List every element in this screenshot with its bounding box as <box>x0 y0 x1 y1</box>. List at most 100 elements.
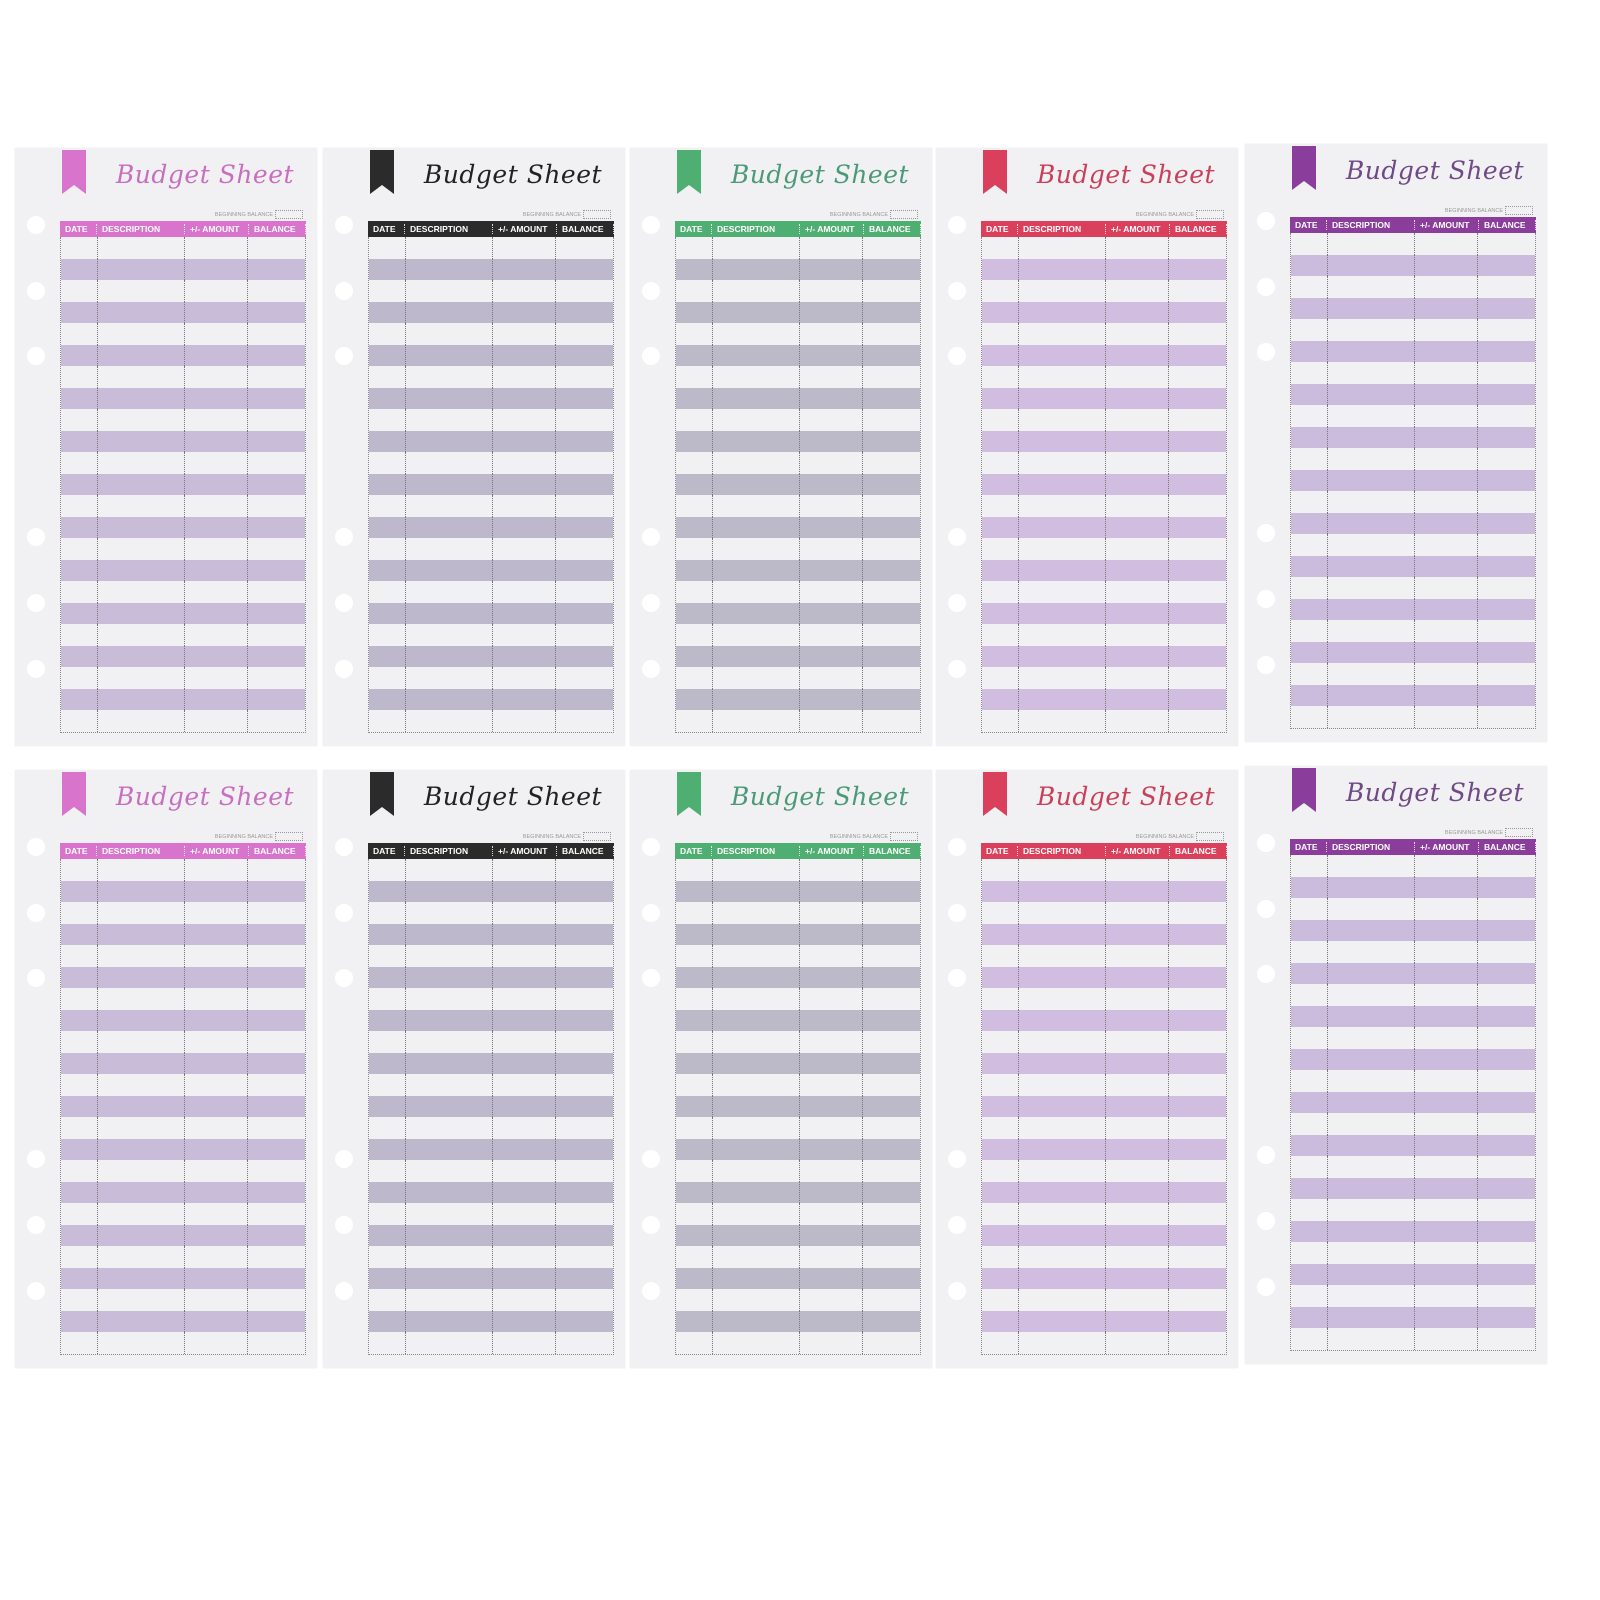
table-cell[interactable] <box>1291 941 1328 963</box>
table-cell[interactable] <box>800 1310 864 1332</box>
table-cell[interactable] <box>982 1246 1019 1268</box>
table-cell[interactable] <box>1106 258 1170 280</box>
table-cell[interactable] <box>185 258 249 280</box>
table-cell[interactable] <box>713 452 800 474</box>
table-cell[interactable] <box>98 1203 185 1225</box>
table-cell[interactable] <box>982 559 1019 581</box>
table-cell[interactable] <box>1106 409 1170 431</box>
table-cell[interactable] <box>1328 1027 1415 1049</box>
table-cell[interactable] <box>1415 663 1479 685</box>
table-cell[interactable] <box>713 1052 800 1074</box>
table-cell[interactable] <box>800 1181 864 1203</box>
table-cell[interactable] <box>800 258 864 280</box>
table-cell[interactable] <box>676 688 713 710</box>
table-cell[interactable] <box>556 1160 613 1182</box>
table-cell[interactable] <box>369 859 406 881</box>
table-cell[interactable] <box>676 1310 713 1332</box>
table-cell[interactable] <box>556 474 613 496</box>
table-cell[interactable] <box>493 258 557 280</box>
table-cell[interactable] <box>1328 405 1415 427</box>
table-cell[interactable] <box>185 667 249 689</box>
table-cell[interactable] <box>676 1117 713 1139</box>
table-cell[interactable] <box>676 1224 713 1246</box>
table-cell[interactable] <box>863 1246 920 1268</box>
table-cell[interactable] <box>1415 405 1479 427</box>
table-cell[interactable] <box>1328 1070 1415 1092</box>
table-cell[interactable] <box>1415 233 1479 255</box>
table-cell[interactable] <box>406 581 493 603</box>
table-cell[interactable] <box>61 516 98 538</box>
table-cell[interactable] <box>369 538 406 560</box>
table-cell[interactable] <box>1019 859 1106 881</box>
table-cell[interactable] <box>1291 1070 1328 1092</box>
table-cell[interactable] <box>185 301 249 323</box>
table-cell[interactable] <box>406 258 493 280</box>
table-cell[interactable] <box>1478 577 1535 599</box>
table-cell[interactable] <box>369 667 406 689</box>
table-cell[interactable] <box>369 409 406 431</box>
table-cell[interactable] <box>61 1160 98 1182</box>
table-cell[interactable] <box>185 1031 249 1053</box>
table-cell[interactable] <box>800 1267 864 1289</box>
table-cell[interactable] <box>1019 645 1106 667</box>
table-cell[interactable] <box>406 688 493 710</box>
table-cell[interactable] <box>1291 405 1328 427</box>
table-cell[interactable] <box>185 710 249 732</box>
table-cell[interactable] <box>800 495 864 517</box>
table-cell[interactable] <box>406 1117 493 1139</box>
table-cell[interactable] <box>863 237 920 259</box>
table-cell[interactable] <box>369 902 406 924</box>
table-cell[interactable] <box>982 1117 1019 1139</box>
table-cell[interactable] <box>185 473 249 495</box>
table-cell[interactable] <box>863 1268 920 1290</box>
table-cell[interactable] <box>98 1160 185 1182</box>
table-cell[interactable] <box>369 452 406 474</box>
table-cell[interactable] <box>61 880 98 902</box>
table-cell[interactable] <box>1019 1289 1106 1311</box>
table-cell[interactable] <box>248 945 305 967</box>
table-cell[interactable] <box>1478 448 1535 470</box>
table-cell[interactable] <box>863 1031 920 1053</box>
table-cell[interactable] <box>493 581 557 603</box>
table-cell[interactable] <box>800 301 864 323</box>
table-cell[interactable] <box>1478 620 1535 642</box>
table-cell[interactable] <box>493 538 557 560</box>
beginning-balance-field[interactable] <box>890 210 918 219</box>
table-cell[interactable] <box>248 881 305 903</box>
table-cell[interactable] <box>1169 902 1226 924</box>
table-cell[interactable] <box>248 988 305 1010</box>
table-cell[interactable] <box>1328 855 1415 877</box>
table-cell[interactable] <box>406 710 493 732</box>
table-cell[interactable] <box>369 1289 406 1311</box>
table-cell[interactable] <box>1328 426 1415 448</box>
table-cell[interactable] <box>556 280 613 302</box>
table-cell[interactable] <box>1291 855 1328 877</box>
table-cell[interactable] <box>676 710 713 732</box>
table-cell[interactable] <box>1291 898 1328 920</box>
table-cell[interactable] <box>676 301 713 323</box>
table-cell[interactable] <box>1328 340 1415 362</box>
table-cell[interactable] <box>1169 560 1226 582</box>
table-cell[interactable] <box>369 280 406 302</box>
table-cell[interactable] <box>248 1074 305 1096</box>
table-cell[interactable] <box>369 1095 406 1117</box>
beginning-balance-field[interactable] <box>275 210 303 219</box>
table-cell[interactable] <box>863 689 920 711</box>
table-cell[interactable] <box>713 1117 800 1139</box>
table-cell[interactable] <box>406 237 493 259</box>
table-cell[interactable] <box>98 923 185 945</box>
table-cell[interactable] <box>982 1267 1019 1289</box>
table-cell[interactable] <box>1328 491 1415 513</box>
table-cell[interactable] <box>248 388 305 410</box>
table-cell[interactable] <box>61 538 98 560</box>
table-cell[interactable] <box>800 1031 864 1053</box>
table-cell[interactable] <box>676 1203 713 1225</box>
table-cell[interactable] <box>863 945 920 967</box>
table-cell[interactable] <box>185 1095 249 1117</box>
beginning-balance-field[interactable] <box>890 832 918 841</box>
table-cell[interactable] <box>98 988 185 1010</box>
table-cell[interactable] <box>98 902 185 924</box>
table-cell[interactable] <box>185 645 249 667</box>
table-cell[interactable] <box>556 1031 613 1053</box>
table-cell[interactable] <box>61 473 98 495</box>
